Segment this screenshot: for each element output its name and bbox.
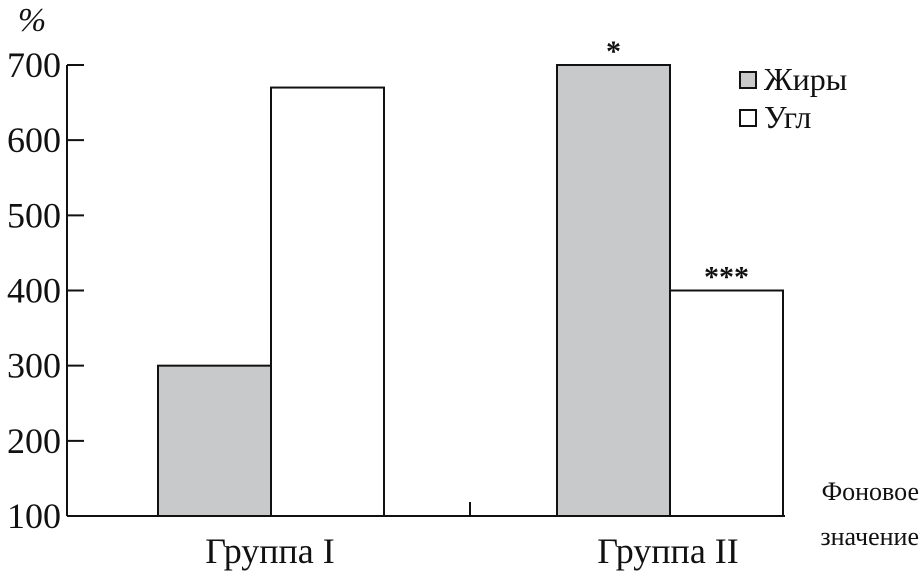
y-tick-label: 100 [7,496,61,536]
legend-label: Угл [764,99,811,135]
legend-label: Жиры [764,61,847,97]
legend-swatch [739,109,757,127]
y-tick-label: 200 [7,421,61,461]
y-tick-label: 500 [7,195,61,235]
x-category-label: Группа II [597,531,739,571]
x-category-label: Группа I [205,531,335,571]
bars [157,64,784,518]
significance-marker: *** [704,261,749,294]
labels: 100 200 300 400 500 600 700% Группа I Группа II *… [7,2,919,571]
significance-marker: * [606,35,621,68]
baseline-note-line-2: значение [820,522,919,551]
legend-swatch [739,71,757,89]
y-tick-label: 600 [7,120,61,160]
bar-2-1 [556,64,671,517]
bar-1-1 [157,364,272,517]
y-tick-label: 400 [7,271,61,311]
bar-2-2 [669,289,784,517]
y-axis-unit-label: % [18,2,46,39]
y-tick-label: 700 [7,45,61,85]
bar-1-2 [270,86,385,518]
y-tick-label: 300 [7,346,61,386]
baseline-note-line-1: Фоновое [822,477,919,506]
